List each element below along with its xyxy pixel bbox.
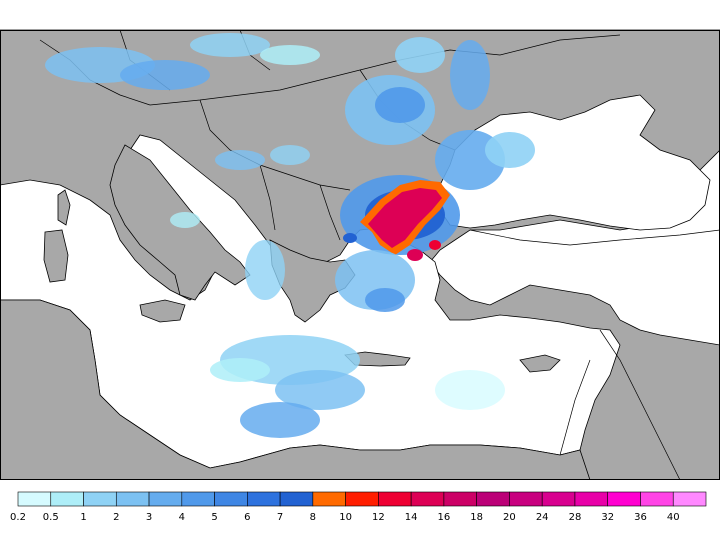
legend-label: 10	[339, 512, 352, 523]
legend-label: 24	[536, 512, 549, 523]
cyprus	[519, 354, 561, 373]
black-sea	[439, 94, 711, 231]
legend-swatch	[247, 491, 281, 507]
legend-swatch	[115, 491, 150, 507]
corsica	[57, 189, 71, 226]
legend-label: 40	[667, 512, 680, 523]
legend-swatch	[672, 491, 707, 507]
legend-swatch	[148, 491, 183, 507]
legend-swatch	[509, 491, 543, 507]
legend-label: 4	[179, 512, 185, 523]
legend-swatch	[312, 491, 346, 507]
legend-label: 7	[277, 512, 283, 523]
legend-label: 12	[372, 512, 385, 523]
precipitation-overlay	[45, 33, 535, 438]
legend-labels: 0.2 0.5 1 2 3 4 5 6 7 8 10 12 14 16 18 20 24 28 32 36 40	[10, 512, 680, 523]
legend-label: 28	[569, 512, 582, 523]
legend-swatch	[541, 491, 576, 507]
crete	[344, 351, 411, 367]
legend-label: 0.2	[10, 512, 26, 523]
legend-label: 18	[470, 512, 483, 523]
legend-swatch	[214, 491, 248, 507]
legend-swatch	[378, 491, 412, 507]
legend-swatch	[17, 491, 52, 507]
legend-swatch	[410, 491, 445, 507]
legend-label: 6	[244, 512, 250, 523]
legend-swatch	[83, 491, 117, 507]
legend-label: 2	[113, 512, 119, 523]
north-africa	[0, 299, 591, 480]
precipitation-legend: 0.2 0.5 1 2 3 4 5 6 7 8 10 12 14 16 18 20 24 28 32 36 40	[10, 491, 707, 523]
sicily	[139, 299, 186, 323]
legend-swatch	[607, 491, 641, 507]
legend-swatch	[50, 491, 84, 507]
legend-label: 16	[438, 512, 451, 523]
legend-label: 1	[80, 512, 86, 523]
legend-swatch	[443, 491, 477, 507]
greece	[269, 239, 356, 323]
legend-swatch	[279, 491, 314, 507]
legend-label: 0.5	[43, 512, 59, 523]
legend-label: 3	[146, 512, 152, 523]
legend-label: 8	[310, 512, 316, 523]
sardinia	[43, 229, 69, 283]
legend-label: 20	[503, 512, 516, 523]
legend-label: 14	[405, 512, 418, 523]
legend-swatch	[640, 491, 674, 507]
legend-swatch	[476, 491, 510, 507]
legend-label: 36	[634, 512, 647, 523]
legend-swatches	[17, 491, 707, 507]
precipitation-map	[0, 29, 720, 480]
legend-swatch	[574, 491, 609, 507]
legend-swatch	[345, 491, 379, 507]
legend-label: 32	[601, 512, 614, 523]
legend-swatch	[181, 491, 215, 507]
legend-label: 5	[211, 512, 217, 523]
